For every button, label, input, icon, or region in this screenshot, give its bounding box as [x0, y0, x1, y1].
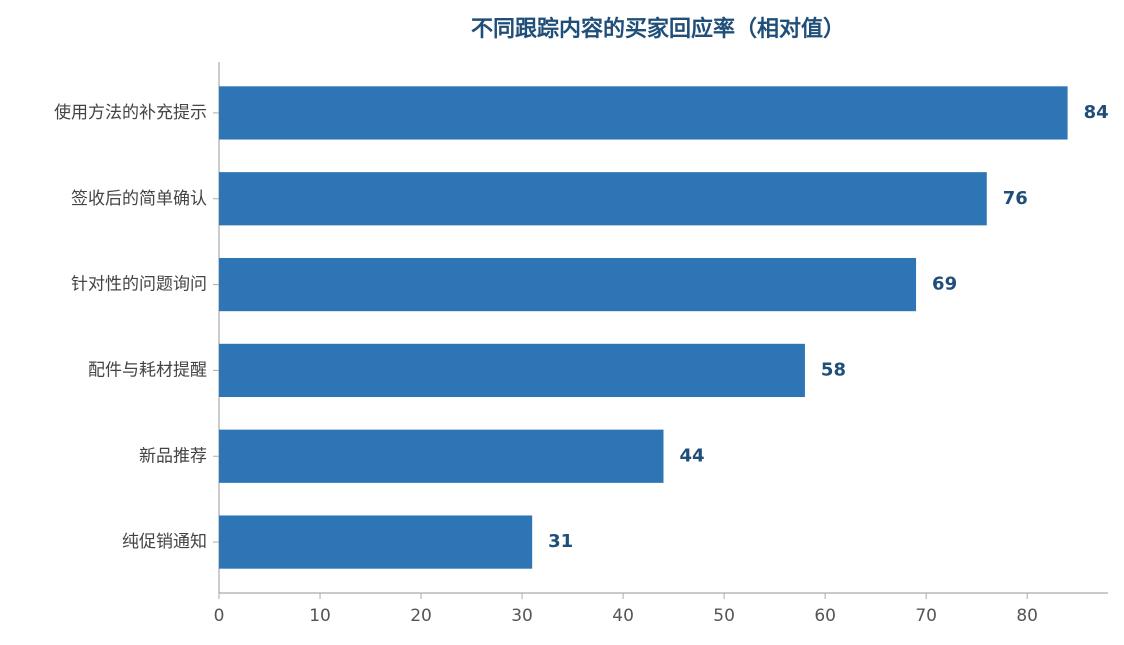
- x-tick-label: 50: [713, 606, 735, 626]
- y-tick-label: 新品推荐: [139, 446, 207, 466]
- x-tick-label: 40: [612, 606, 634, 626]
- x-tick-label: 20: [410, 606, 432, 626]
- x-tick-label: 0: [214, 606, 225, 626]
- x-tick-label: 80: [1016, 606, 1038, 626]
- y-tick-label: 纯促销通知: [122, 532, 207, 552]
- x-tick-label: 70: [915, 606, 937, 626]
- x-tick-label: 30: [511, 606, 533, 626]
- x-tick-label: 60: [814, 606, 836, 626]
- value-label: 76: [1003, 188, 1028, 209]
- bar: [219, 515, 533, 569]
- y-tick-label: 配件与耗材提醒: [88, 360, 207, 380]
- bar: [219, 343, 805, 398]
- value-label: 44: [680, 445, 705, 466]
- x-tick-label: 10: [309, 606, 331, 626]
- bar: [219, 257, 917, 312]
- value-label: 69: [932, 274, 957, 295]
- chart-title: 不同跟踪内容的买家回应率（相对值）: [471, 16, 845, 42]
- bar: [219, 172, 987, 226]
- y-tick-label: 使用方法的补充提示: [54, 102, 207, 123]
- y-tick-label: 针对性的问题询问: [71, 275, 207, 295]
- value-label: 58: [821, 359, 846, 380]
- bar: [219, 429, 664, 483]
- value-label: 31: [548, 531, 573, 552]
- y-tick-label: 签收后的简单确认: [71, 189, 207, 209]
- bar: [219, 86, 1068, 140]
- value-label: 84: [1084, 102, 1109, 123]
